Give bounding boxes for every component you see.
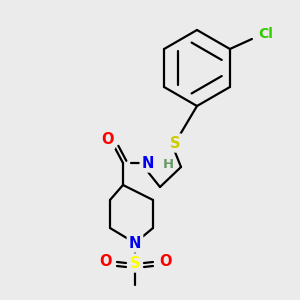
Text: O: O [101,133,113,148]
Text: S: S [170,136,180,151]
Text: N: N [142,155,154,170]
Text: N: N [129,236,141,250]
Text: Cl: Cl [259,27,273,41]
Text: S: S [130,256,140,271]
Text: O: O [159,254,171,269]
Text: H: H [162,158,174,172]
Text: O: O [99,254,111,269]
